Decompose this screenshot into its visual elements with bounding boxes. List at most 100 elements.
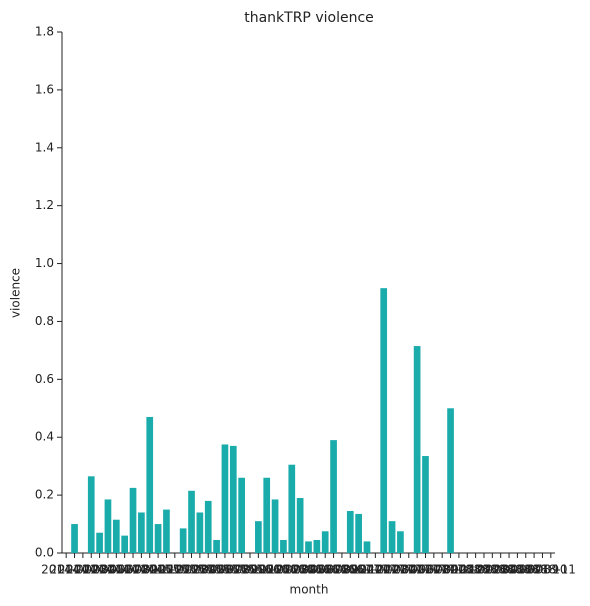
x-tick-label: 2018-10 xyxy=(517,563,567,577)
x-tick-label: 2018-01 xyxy=(442,563,492,577)
bar xyxy=(263,477,271,553)
x-tick-label: 2014-06 xyxy=(83,563,133,577)
bar xyxy=(380,288,388,553)
bar xyxy=(196,512,204,553)
y-tick-label: 1.4 xyxy=(35,140,54,154)
x-tick-label: 2016-07 xyxy=(292,563,342,577)
x-tick-label: 2016-05 xyxy=(275,563,325,577)
bar xyxy=(447,408,454,553)
bar xyxy=(388,521,396,553)
x-tick-label: 2018-06 xyxy=(484,563,534,577)
bar xyxy=(146,416,154,553)
x-tick-label: 2017-11 xyxy=(425,563,475,577)
x-tick-label: 2014-03 xyxy=(58,563,108,577)
x-axis-label: month xyxy=(290,583,329,597)
bar xyxy=(112,519,120,553)
bar xyxy=(96,532,103,553)
y-tick-label: 0.6 xyxy=(35,372,54,386)
bar xyxy=(221,444,229,553)
x-tick-label: 2017-03 xyxy=(359,563,409,577)
x-tick-label: 2017-01 xyxy=(342,563,392,577)
x-tick-label: 2017-07 xyxy=(392,563,442,577)
x-tick-label: 2016-11 xyxy=(325,563,375,577)
x-tick-label: 2018-04 xyxy=(467,563,517,577)
x-tick-label: 2017-09 xyxy=(409,563,459,577)
bar xyxy=(255,521,262,553)
x-tick-label: 2015-12 xyxy=(233,563,283,577)
bar xyxy=(138,512,145,553)
x-tick-label: 2017-08 xyxy=(400,563,450,577)
bar xyxy=(229,445,237,553)
bar xyxy=(280,539,287,553)
bar xyxy=(313,539,321,553)
bar xyxy=(346,511,354,553)
bar xyxy=(321,531,329,553)
x-tick-label: 2016-03 xyxy=(258,563,308,577)
x-tick-label: 2016-01 xyxy=(242,563,292,577)
bar xyxy=(87,476,95,553)
x-tick-label: 2015-09 xyxy=(208,563,258,577)
x-tick-label: 2017-02 xyxy=(350,563,400,577)
x-tick-label: 2017-06 xyxy=(384,563,434,577)
y-tick-label: 0.0 xyxy=(35,546,54,560)
bar xyxy=(163,509,170,553)
y-tick-label: 1.2 xyxy=(35,198,54,212)
x-tick-label: 2015-08 xyxy=(200,563,250,577)
x-tick-label: 2018-07 xyxy=(492,563,542,577)
x-tick-label: 2015-11 xyxy=(225,563,275,577)
x-tick-label: 2014-05 xyxy=(75,563,125,577)
x-tick-label: 2015-05 xyxy=(175,563,225,577)
x-tick-label: 2016-06 xyxy=(283,563,333,577)
x-tick-label: 2018-03 xyxy=(459,563,509,577)
bar xyxy=(296,498,304,553)
x-tick-label: 2016-04 xyxy=(267,563,317,577)
y-tick-label: 1.8 xyxy=(35,25,54,39)
x-tick-label: 2014-10 xyxy=(116,563,166,577)
x-tick-label: 2015-07 xyxy=(192,563,242,577)
x-tick-label: 2017-05 xyxy=(375,563,425,577)
bar xyxy=(363,541,371,553)
bar xyxy=(129,487,137,553)
x-tick-label: 2015-06 xyxy=(183,563,233,577)
bar xyxy=(121,535,129,553)
x-tick-label: 2015-04 xyxy=(166,563,216,577)
bar xyxy=(397,531,404,553)
x-tick-label: 2016-08 xyxy=(300,563,350,577)
x-tick-label: 2018-02 xyxy=(451,563,501,577)
bar xyxy=(238,477,245,553)
x-tick-label: 2018-09 xyxy=(509,563,559,577)
bar xyxy=(104,499,112,553)
x-tick-label: 2015-01 xyxy=(141,563,191,577)
bar xyxy=(271,499,279,553)
chart-title: thankTRP violence xyxy=(244,10,374,26)
x-tick-label: 2016-02 xyxy=(250,563,300,577)
x-tick-label: 2014-09 xyxy=(108,563,158,577)
x-tick-label: 2014-02 xyxy=(49,563,99,577)
bar xyxy=(355,513,362,553)
x-tick-label: 2015-10 xyxy=(217,563,267,577)
x-tick-label: 2017-12 xyxy=(434,563,484,577)
bar xyxy=(179,528,187,553)
x-tick-label: 2018-08 xyxy=(501,563,551,577)
bar xyxy=(305,541,312,553)
x-tick-label: 2014-01 xyxy=(41,563,91,577)
bar xyxy=(413,346,421,553)
x-tick-label: 2016-10 xyxy=(317,563,367,577)
x-tick-label: 2015-03 xyxy=(158,563,208,577)
x-tick-label: 2017-10 xyxy=(417,563,467,577)
x-tick-label: 2014-04 xyxy=(66,563,116,577)
bar xyxy=(71,524,78,553)
bar xyxy=(422,456,429,553)
y-tick-label: 0.4 xyxy=(35,430,54,444)
x-tick-label: 2014-07 xyxy=(91,563,141,577)
x-tick-label: 2018-05 xyxy=(476,563,526,577)
bar xyxy=(213,539,220,553)
bar xyxy=(188,490,195,553)
y-tick-label: 1.6 xyxy=(35,82,54,96)
y-tick-label: 0.2 xyxy=(35,488,54,502)
y-tick-label: 0.8 xyxy=(35,314,54,328)
y-axis-label: violence xyxy=(9,268,23,318)
x-tick-label: 2014-12 xyxy=(133,563,183,577)
x-tick-label: 2016-12 xyxy=(334,563,384,577)
